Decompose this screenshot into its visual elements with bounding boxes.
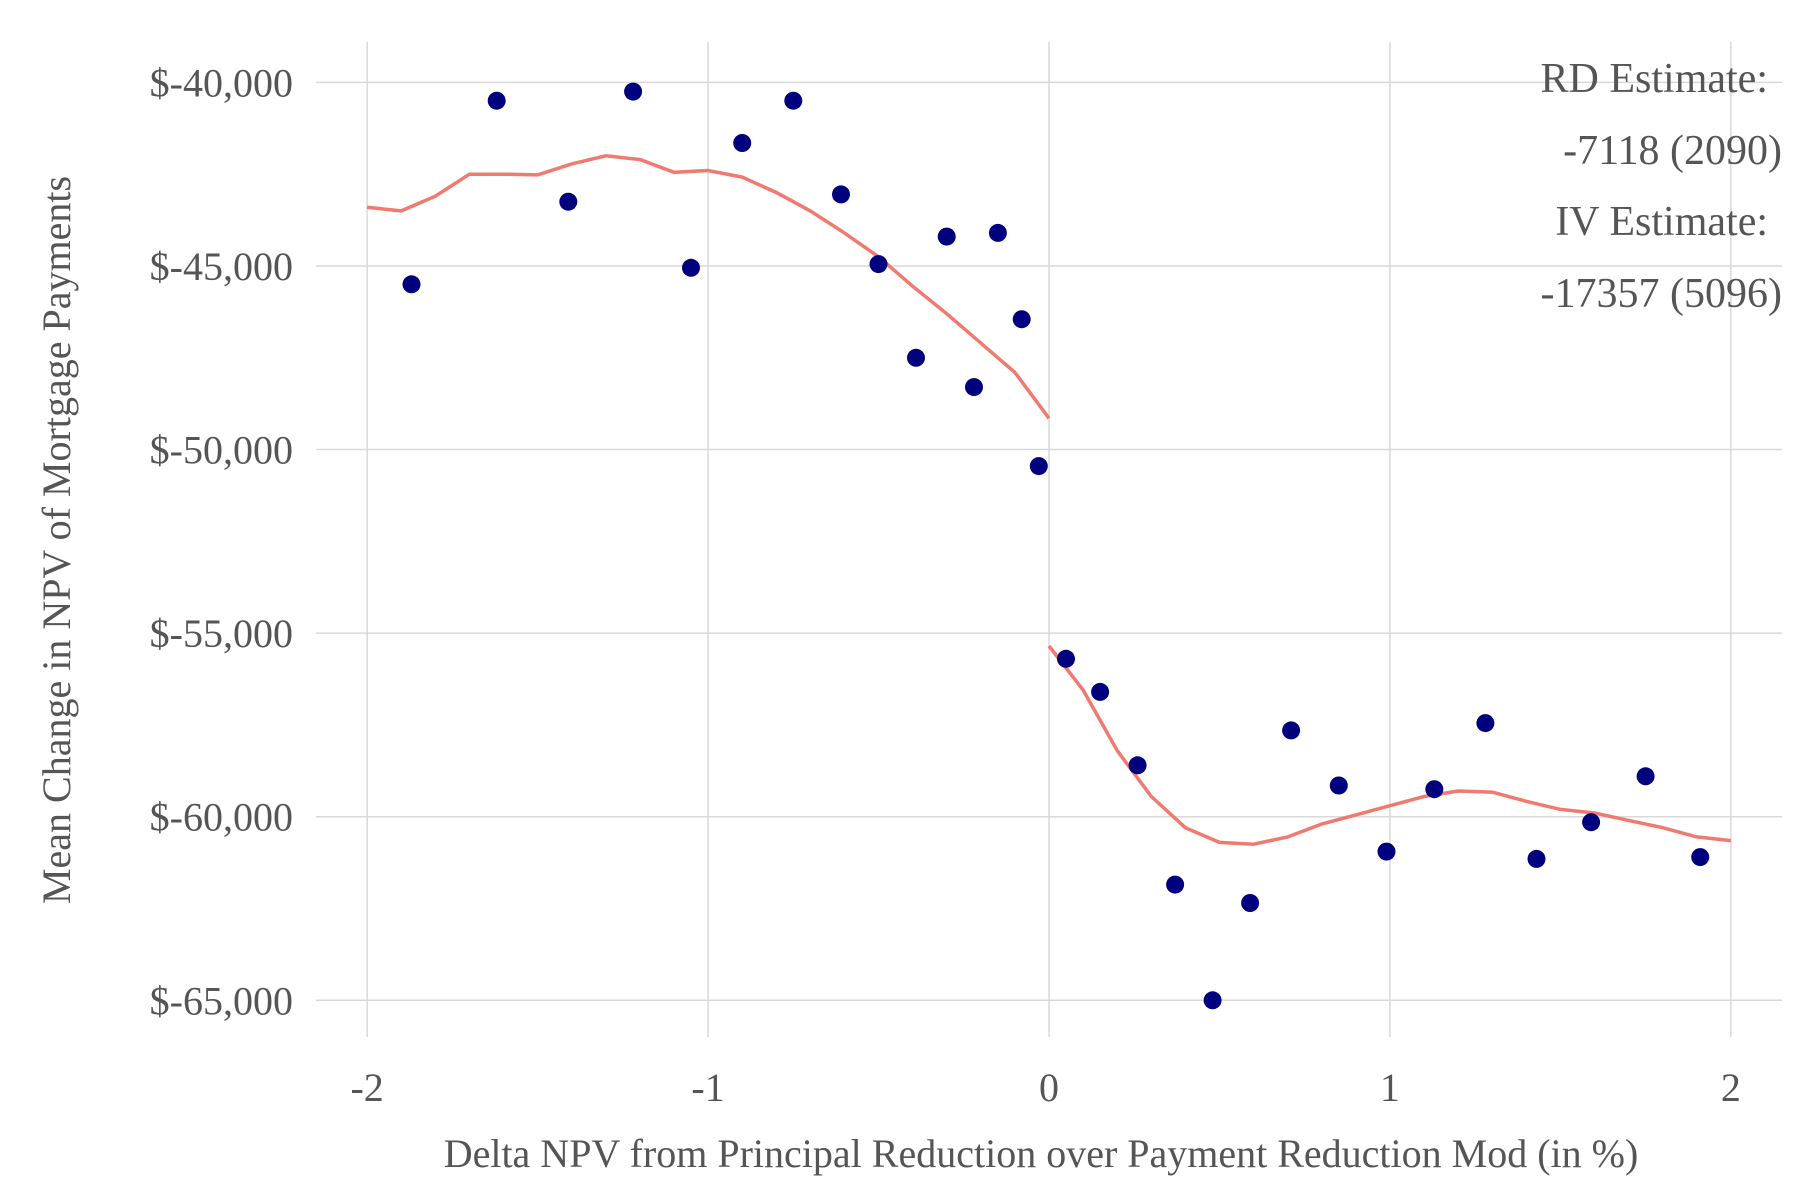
data-point xyxy=(1476,714,1495,733)
data-point xyxy=(1203,991,1222,1010)
data-point xyxy=(733,134,752,152)
data-point xyxy=(784,91,803,110)
iv-estimate-value: -17357 (5096) xyxy=(1541,271,1782,317)
y-tick-labels: $-40,000 $-45,000 $-50,000 $-55,000 $-60,000… xyxy=(150,60,293,1023)
data-point xyxy=(402,275,421,294)
rd-estimate-label: RD Estimate: xyxy=(1541,56,1768,102)
binned-points xyxy=(402,82,1710,1010)
x-tick-label: -2 xyxy=(350,1065,383,1110)
y-tick-label: $-45,000 xyxy=(150,244,293,289)
data-point xyxy=(1241,894,1260,912)
data-point xyxy=(1582,813,1601,832)
data-point xyxy=(1057,649,1075,668)
data-point xyxy=(937,227,956,246)
x-tick-label: 1 xyxy=(1380,1065,1400,1110)
data-point xyxy=(1091,682,1110,701)
data-point xyxy=(1377,842,1396,861)
data-point xyxy=(988,223,1007,242)
data-point xyxy=(559,192,578,211)
fit-lines xyxy=(366,154,1732,846)
x-tick-label: -1 xyxy=(691,1065,724,1110)
data-point xyxy=(1691,848,1710,867)
fit-line-left xyxy=(366,154,1051,420)
x-tick-labels: -2 -1 0 1 2 xyxy=(350,1065,1740,1110)
iv-estimate-label: IV Estimate: xyxy=(1555,199,1768,245)
y-gridlines xyxy=(316,81,1782,1002)
data-point xyxy=(682,258,700,277)
data-point xyxy=(1329,776,1348,795)
y-axis-title: Mean Change in NPV of Mortgage Payments xyxy=(34,176,79,904)
data-point xyxy=(869,255,888,274)
data-point xyxy=(487,91,506,110)
data-point xyxy=(1166,875,1185,894)
data-point xyxy=(1128,756,1147,775)
data-point xyxy=(1425,780,1444,799)
data-point xyxy=(965,378,983,397)
data-point xyxy=(1029,457,1048,476)
data-point xyxy=(1282,721,1301,740)
data-point xyxy=(1636,767,1655,786)
y-tick-label: $-55,000 xyxy=(150,611,293,656)
data-point xyxy=(1527,849,1546,868)
data-point xyxy=(624,82,643,101)
data-point xyxy=(1012,310,1031,329)
data-point xyxy=(832,185,850,204)
rd-estimate-value: -7118 (2090) xyxy=(1563,128,1782,174)
y-tick-label: $-40,000 xyxy=(150,60,293,105)
x-tick-label: 2 xyxy=(1721,1065,1741,1110)
y-tick-label: $-65,000 xyxy=(150,978,293,1023)
data-point xyxy=(907,348,925,367)
x-tick-label: 0 xyxy=(1039,1065,1059,1110)
y-tick-label: $-60,000 xyxy=(150,795,293,840)
y-tick-label: $-50,000 xyxy=(150,428,293,473)
x-axis-title: Delta NPV from Principal Reduction over … xyxy=(444,1131,1639,1176)
x-gridlines xyxy=(366,42,1732,1037)
fit-line-right xyxy=(1047,644,1732,846)
